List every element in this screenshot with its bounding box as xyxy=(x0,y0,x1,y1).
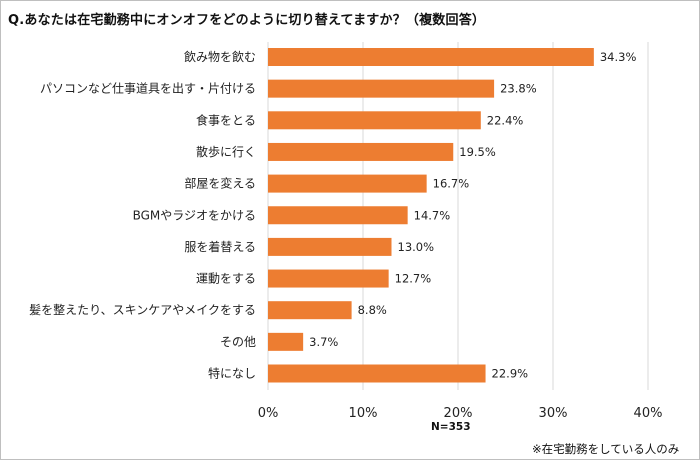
x-axis-tick-labels: 0% 10% 20% 30% 40% xyxy=(258,406,663,421)
bar xyxy=(268,364,486,383)
category-label: 部屋を変える xyxy=(184,176,256,191)
category-label: 食事をとる xyxy=(196,112,256,127)
x-tick-label: 30% xyxy=(539,406,568,421)
footnote: ※在宅勤務をしている人のみ xyxy=(532,442,680,456)
data-label: 8.8% xyxy=(358,303,387,317)
x-tick-label: 10% xyxy=(349,406,378,421)
category-label: 特になし xyxy=(208,366,256,381)
category-label: 髪を整えたり、スキンケアやメイクをする xyxy=(29,302,256,317)
bar xyxy=(268,48,594,66)
category-label: その他 xyxy=(220,335,256,349)
data-label: 3.7% xyxy=(309,335,338,349)
data-label: 12.7% xyxy=(395,272,432,286)
bar xyxy=(268,332,304,351)
bars xyxy=(268,48,594,383)
bar xyxy=(268,237,392,256)
bar xyxy=(268,111,481,130)
data-label: 14.7% xyxy=(414,208,451,222)
data-label: 22.4% xyxy=(487,113,524,127)
category-labels: 飲み物を飲むパソコンなど仕事道具を出す・片付ける食事をとる散歩に行く部屋を変える… xyxy=(29,49,256,381)
category-label: パソコンなど仕事道具を出す・片付ける xyxy=(40,82,256,96)
data-label: 16.7% xyxy=(433,177,470,191)
data-label: 23.8% xyxy=(500,82,537,96)
value-labels: 34.3% 23.8% 22.4% 19.5% 16.7% 14.7% 13.0% 12.7%… xyxy=(309,50,636,381)
x-tick-label: 40% xyxy=(634,406,663,421)
bar xyxy=(268,206,408,225)
data-label: 34.3% xyxy=(600,50,637,64)
bar xyxy=(268,142,454,161)
category-label: 服を着替える xyxy=(184,239,256,254)
data-label: 19.5% xyxy=(459,145,496,159)
chart-title: Q.あなたは在宅勤務中にオンオフをどのように切り替えてますか？（複数回答） xyxy=(8,13,486,28)
bar xyxy=(268,301,352,320)
bar xyxy=(268,174,427,193)
bar xyxy=(268,269,389,288)
x-tick-label: 0% xyxy=(258,406,279,421)
x-tick-label: 20% xyxy=(444,406,473,421)
category-label: 運動をする xyxy=(196,272,256,286)
data-label: 13.0% xyxy=(398,240,435,254)
bar xyxy=(268,79,495,98)
category-label: 散歩に行く xyxy=(196,144,256,159)
category-label: BGMやラジオをかける xyxy=(133,208,256,222)
data-label: 22.9% xyxy=(492,367,529,381)
category-label: 飲み物を飲む xyxy=(184,49,256,64)
sample-size-note: N=353 xyxy=(431,421,471,433)
